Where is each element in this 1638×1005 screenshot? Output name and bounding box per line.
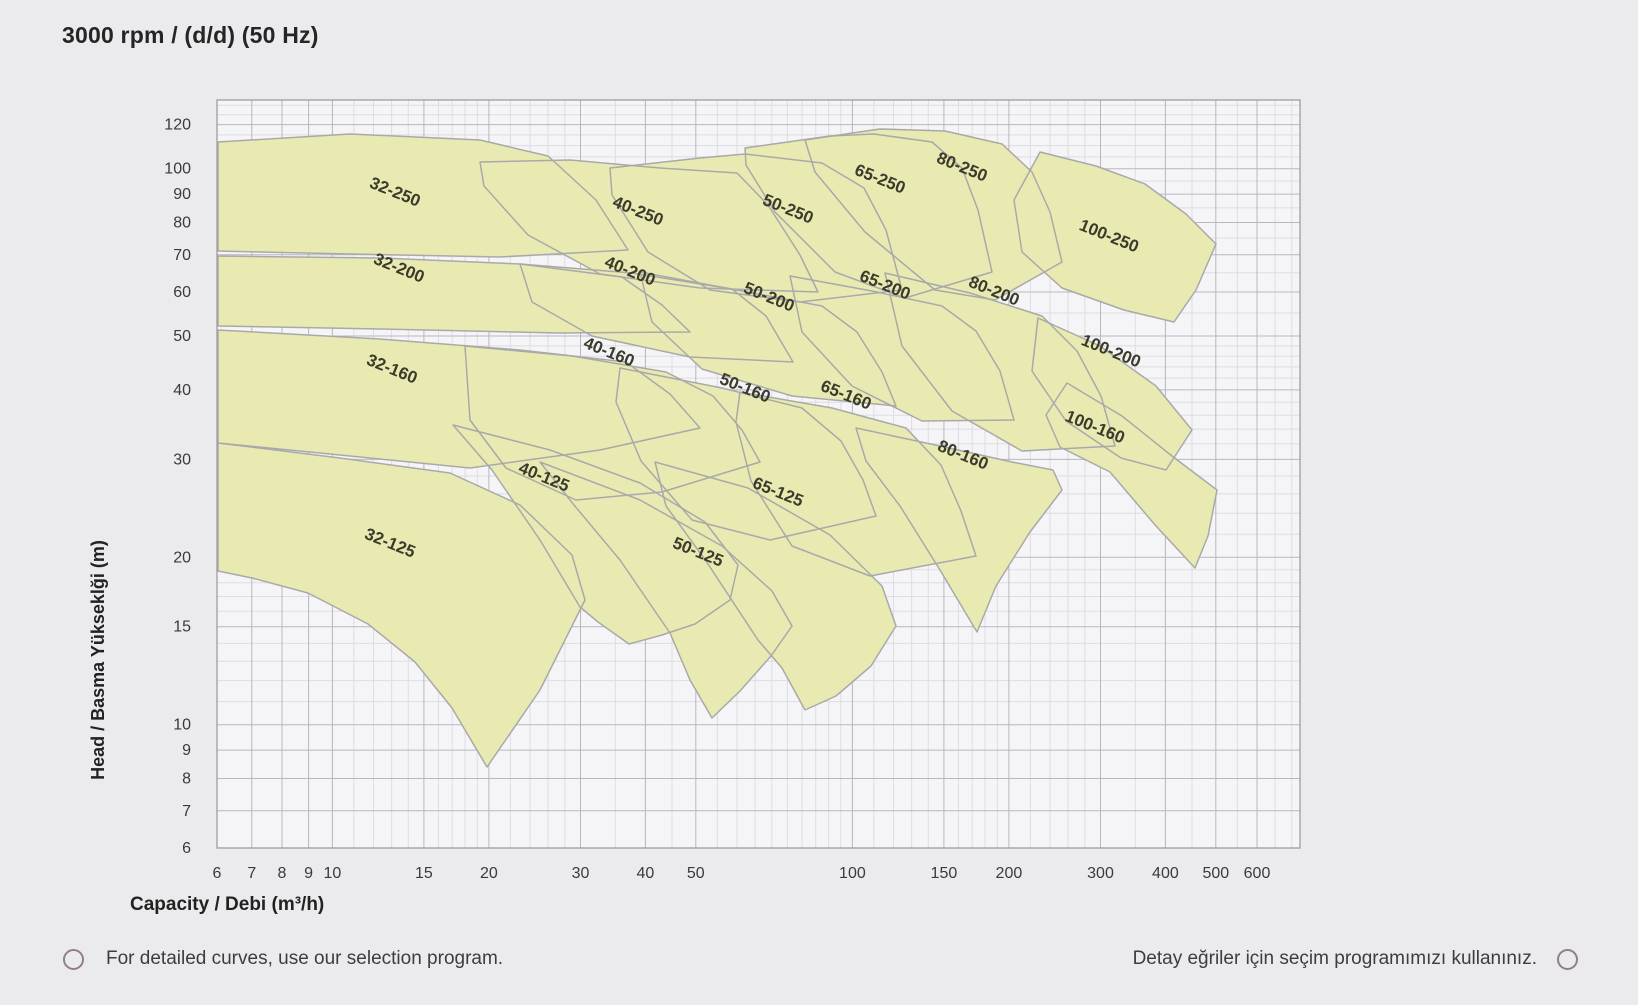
regions-outline-layer bbox=[217, 128, 1218, 768]
region-32-250 bbox=[217, 133, 629, 258]
y-tick-label: 100 bbox=[164, 161, 191, 178]
footer-note-en: For detailed curves, use our selection p… bbox=[63, 948, 503, 970]
regions-fill-layer bbox=[218, 129, 1217, 767]
y-tick-label: 50 bbox=[173, 328, 191, 345]
x-tick-label: 50 bbox=[687, 865, 705, 882]
x-tick-label: 200 bbox=[996, 865, 1023, 882]
region-32-200 bbox=[217, 255, 691, 334]
region-65-200 bbox=[789, 275, 1015, 422]
x-tick-label: 400 bbox=[1152, 865, 1179, 882]
region-fill-100-200 bbox=[1032, 318, 1192, 470]
y-tick-label: 20 bbox=[173, 549, 191, 566]
y-tick-label: 7 bbox=[182, 803, 191, 820]
x-axis-title: Capacity / Debi (m³/h) bbox=[130, 894, 324, 915]
region-65-125 bbox=[654, 461, 897, 711]
x-tick-label: 7 bbox=[247, 865, 256, 882]
y-tick-label: 120 bbox=[164, 117, 191, 134]
region-fill-100-160 bbox=[1046, 383, 1217, 568]
footer-note-en-text: For detailed curves, use our selection p… bbox=[106, 948, 504, 969]
y-axis-title: Head / Basma Yükseklği (m) bbox=[88, 540, 108, 780]
region-fill-65-125 bbox=[655, 462, 896, 710]
region-80-160 bbox=[855, 427, 1063, 633]
x-tick-label: 6 bbox=[213, 865, 222, 882]
region-50-160 bbox=[615, 367, 877, 541]
x-tick-label: 100 bbox=[839, 865, 866, 882]
y-tick-label: 90 bbox=[173, 186, 191, 203]
region-40-250 bbox=[479, 159, 819, 293]
y-tick-label: 60 bbox=[173, 284, 191, 301]
x-tick-label: 8 bbox=[278, 865, 287, 882]
y-tick-label: 80 bbox=[173, 215, 191, 232]
y-tick-label: 15 bbox=[173, 619, 191, 636]
region-80-250 bbox=[804, 128, 1063, 301]
x-tick-label: 40 bbox=[637, 865, 655, 882]
region-100-250 bbox=[1013, 151, 1217, 323]
region-40-200 bbox=[519, 263, 794, 363]
x-tick-label: 300 bbox=[1087, 865, 1114, 882]
x-tick-label: 30 bbox=[572, 865, 590, 882]
region-100-160 bbox=[1045, 382, 1218, 569]
x-tick-label: 9 bbox=[304, 865, 313, 882]
region-fill-50-200 bbox=[640, 272, 896, 406]
y-tick-label: 70 bbox=[173, 247, 191, 264]
region-80-200 bbox=[884, 272, 1116, 452]
bullet-circle-icon bbox=[63, 948, 84, 970]
x-tick-label: 10 bbox=[324, 865, 342, 882]
region-40-160 bbox=[464, 345, 761, 501]
region-fill-80-160 bbox=[856, 428, 1062, 632]
region-fill-100-250 bbox=[1014, 152, 1216, 322]
y-tick-label: 8 bbox=[182, 771, 191, 788]
region-fill-50-125 bbox=[540, 462, 792, 718]
y-tick-label: 6 bbox=[182, 840, 191, 857]
region-50-250 bbox=[609, 153, 903, 303]
x-tick-label: 150 bbox=[931, 865, 958, 882]
region-100-200 bbox=[1031, 317, 1193, 471]
region-65-250 bbox=[744, 133, 993, 299]
bullet-circle-icon bbox=[1557, 948, 1578, 970]
region-65-160 bbox=[735, 391, 977, 577]
tick-labels-layer: 6 7 8 9 10 15 20 30 40 50 100 150 200 300 400 500 600678… bbox=[164, 117, 1270, 882]
y-tick-label: 10 bbox=[173, 717, 191, 734]
page-title: 3000 rpm / (d/d) (50 Hz) bbox=[62, 22, 319, 48]
x-tick-label: 20 bbox=[480, 865, 498, 882]
region-32-125 bbox=[217, 442, 586, 768]
footer: For detailed curves, use our selection p… bbox=[0, 948, 1638, 984]
region-fill-32-125 bbox=[218, 443, 585, 767]
region-50-200 bbox=[639, 271, 897, 407]
region-50-125 bbox=[539, 461, 793, 719]
x-tick-label: 500 bbox=[1202, 865, 1229, 882]
plot-border bbox=[216, 99, 1301, 849]
footer-note-tr: Detay eğriler için seçim programımızı ku… bbox=[1133, 948, 1578, 970]
y-tick-label: 30 bbox=[173, 451, 191, 468]
x-tick-label: 15 bbox=[415, 865, 433, 882]
footer-note-tr-text: Detay eğriler için seçim programımızı ku… bbox=[1132, 948, 1537, 969]
y-tick-label: 9 bbox=[182, 742, 191, 759]
y-tick-label: 40 bbox=[173, 382, 191, 399]
x-tick-label: 600 bbox=[1244, 865, 1271, 882]
region-fill-80-250 bbox=[805, 129, 1062, 300]
region-40-125 bbox=[452, 424, 739, 645]
